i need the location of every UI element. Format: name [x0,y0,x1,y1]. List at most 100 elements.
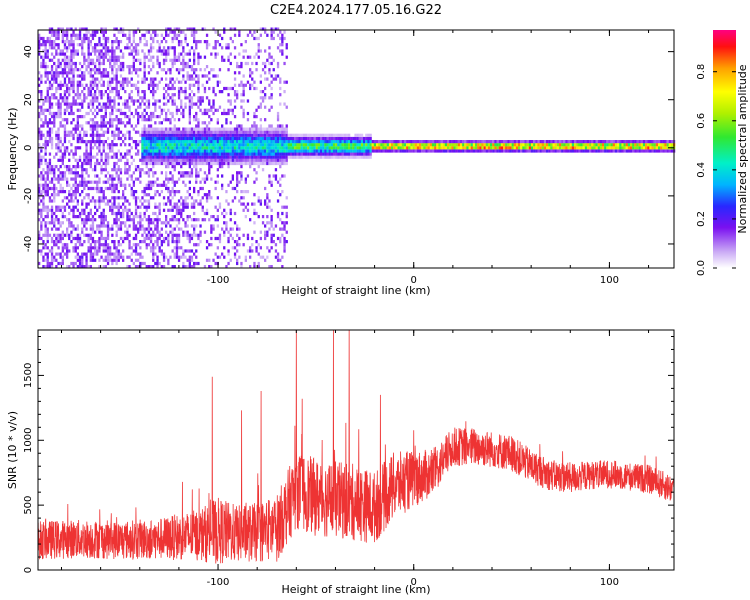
heatmap-cell [158,202,161,206]
heatmap-cell [197,158,200,162]
heatmap-cell [212,105,215,109]
heatmap-cell [257,215,260,219]
heatmap-cell [649,140,652,144]
heatmap-cell [46,233,49,237]
heatmap-cell [152,90,155,94]
heatmap-cell [63,152,67,156]
heatmap-cell [40,252,43,256]
heatmap-cell [78,140,82,144]
heatmap-cell [94,80,97,84]
heatmap-cell [227,86,230,91]
heatmap-cell [106,83,110,87]
heatmap-cell [87,218,90,222]
heatmap-cell [149,36,153,41]
heatmap-cell [238,133,241,137]
heatmap-cell [257,165,260,169]
heatmap-cell [70,171,73,175]
heatmap-cell [137,121,140,125]
heatmap-cell [195,243,198,247]
heatmap-cell [270,133,273,137]
heatmap-cell [225,211,228,216]
heatmap-cell [451,146,454,150]
heatmap-cell [81,127,84,131]
heatmap-cell [203,152,207,156]
heatmap-cell [167,208,170,212]
heatmap-cell [141,168,144,172]
heatmap-cell [169,230,172,234]
heatmap-cell [199,127,202,131]
heatmap-cell [96,30,99,34]
heatmap-cell [203,68,207,72]
heatmap-cell [193,136,196,141]
heatmap-cell [61,221,64,225]
heatmap-cell [158,80,161,84]
heatmap-cell [197,149,200,153]
heatmap-cell [328,155,331,159]
heatmap-cell [83,183,86,187]
heatmap-cell [311,140,314,144]
heatmap-cell [498,140,501,144]
heatmap-cell [66,218,69,222]
heatmap-cell [203,230,207,234]
heatmap-cell [173,190,176,194]
heatmap-cell [128,68,131,72]
heatmap-cell [46,121,49,125]
heatmap-cell [472,149,476,153]
heatmap-cell [63,171,67,175]
heatmap-cell [221,165,224,169]
heatmap-cell [165,115,168,119]
heatmap-cell [111,211,114,216]
heatmap-cell [477,146,480,150]
heatmap-cell [539,149,542,153]
heatmap-cell [94,199,97,203]
heatmap-cell [145,130,148,134]
heatmap-cell [201,27,204,31]
heatmap-cell [139,102,142,106]
heatmap-cell [48,71,52,75]
heatmap-cell [104,243,107,247]
heatmap-cell [143,115,146,119]
heatmap-cell [180,130,183,134]
heatmap-cell [268,174,271,178]
heatmap-cell [188,249,191,253]
heatmap-cell [132,221,135,225]
heatmap-cell [391,149,394,153]
heatmap-cell [76,90,79,94]
heatmap-cell [98,240,101,244]
heatmap-cell [627,149,631,153]
heatmap-cell [96,96,99,100]
heatmap-cell [147,161,151,166]
heatmap-cell [276,46,280,50]
heatmap-cell [203,133,207,137]
heatmap-cell [210,196,213,200]
heatmap-cell [350,136,353,141]
heatmap-cell [122,221,125,225]
heatmap-cell [552,146,555,150]
heatmap-cell [197,143,200,147]
heatmap-cell [244,158,247,162]
heatmap-cell [259,80,262,84]
heatmap-cell [74,177,77,181]
heatmap-cell [193,202,196,206]
heatmap-cell [68,102,71,106]
heatmap-cell [180,202,183,206]
heatmap-cell [337,155,340,159]
heatmap-cell [193,93,196,97]
heatmap-cell [50,77,54,81]
heatmap-cell [268,146,271,150]
heatmap-cell [102,46,105,50]
heatmap-cell [201,136,204,141]
heatmap-cell [152,115,155,119]
heatmap-cell [195,152,198,156]
heatmap-cell [212,215,215,219]
heatmap-cell [214,161,217,166]
heatmap-cell [218,133,222,137]
heatmap-cell [59,124,62,128]
heatmap-cell [205,174,209,178]
heatmap-cell [345,140,349,144]
heatmap-cell [227,152,230,156]
heatmap-cell [218,68,222,72]
heatmap-cell [109,90,112,94]
heatmap-cell [130,99,133,103]
heatmap-cell [104,108,107,112]
